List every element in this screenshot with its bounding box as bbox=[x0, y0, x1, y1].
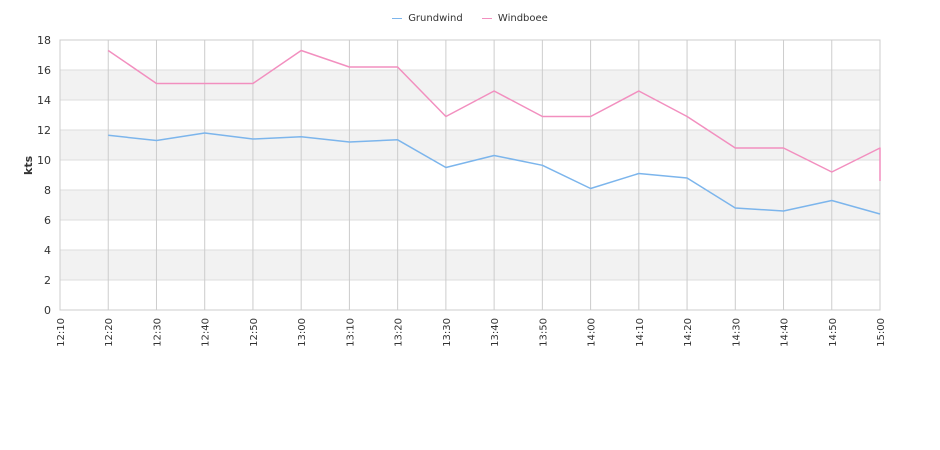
x-tick-label: 13:30 bbox=[442, 318, 453, 347]
x-tick-label: 14:10 bbox=[635, 318, 646, 347]
x-tick-label: 13:00 bbox=[297, 318, 308, 347]
legend-swatch-windboee bbox=[481, 17, 492, 19]
y-tick-label: 16 bbox=[37, 64, 51, 77]
x-tick-label: 15:00 bbox=[876, 318, 887, 347]
grid-band bbox=[60, 130, 880, 160]
x-tick-label: 12:50 bbox=[249, 318, 260, 347]
grid-band bbox=[60, 70, 880, 100]
legend-label-grundwind: Grundwind bbox=[408, 13, 463, 24]
legend-swatch-grundwind bbox=[392, 17, 403, 19]
legend-item-windboee[interactable]: Windboee bbox=[481, 13, 548, 24]
x-tick-label: 14:30 bbox=[731, 318, 742, 347]
y-tick-label: 6 bbox=[44, 214, 51, 227]
x-tick-label: 13:10 bbox=[345, 318, 356, 347]
legend-item-grundwind[interactable]: Grundwind bbox=[392, 13, 463, 24]
chart-legend: Grundwind Windboee bbox=[0, 13, 940, 25]
y-tick-label: 4 bbox=[44, 244, 51, 257]
x-tick-label: 14:50 bbox=[828, 318, 839, 347]
x-tick-label: 12:10 bbox=[56, 318, 67, 347]
y-tick-label: 14 bbox=[37, 94, 51, 107]
y-tick-label: 18 bbox=[37, 34, 51, 47]
x-tick-label: 14:40 bbox=[780, 318, 791, 347]
x-tick-label: 14:00 bbox=[587, 318, 598, 347]
x-tick-label: 12:30 bbox=[152, 318, 163, 347]
x-tick-label: 13:40 bbox=[490, 318, 501, 347]
grid-band bbox=[60, 190, 880, 220]
x-tick-label: 14:20 bbox=[683, 318, 694, 347]
x-tick-label: 13:20 bbox=[394, 318, 405, 347]
series-line-grundwind bbox=[108, 132, 881, 215]
y-tick-label: 8 bbox=[44, 184, 51, 197]
y-tick-label: 12 bbox=[37, 124, 51, 137]
y-tick-label: 10 bbox=[37, 154, 51, 167]
y-tick-label: 0 bbox=[44, 304, 51, 317]
grid-band bbox=[60, 250, 880, 280]
x-tick-label: 12:20 bbox=[104, 318, 115, 347]
x-tick-label: 13:50 bbox=[538, 318, 549, 347]
series-line-windboee bbox=[107, 49, 881, 181]
x-tick-label: 12:40 bbox=[201, 318, 212, 347]
legend-label-windboee: Windboee bbox=[497, 13, 548, 24]
y-tick-label: 2 bbox=[44, 274, 51, 287]
